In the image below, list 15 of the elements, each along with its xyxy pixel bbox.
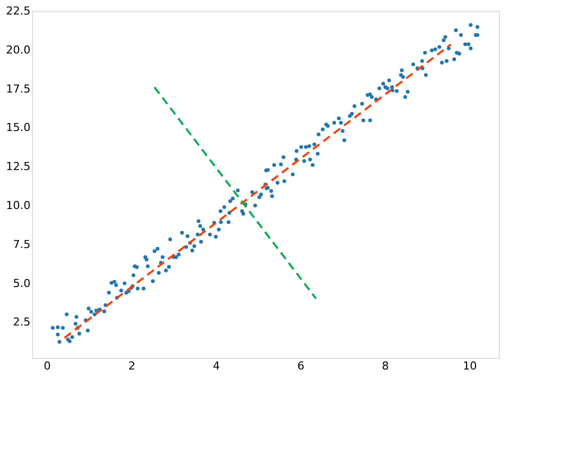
y-tick-label: 12.5 bbox=[6, 160, 30, 174]
x-tick-label: 4 bbox=[212, 360, 220, 372]
x-tick-label: 2 bbox=[128, 360, 136, 372]
y-tick-label: 15.0 bbox=[6, 121, 30, 134]
y-tick-label: 20.0 bbox=[6, 43, 30, 56]
x-tick-label: 6 bbox=[297, 360, 304, 372]
y-tick-label: 17.5 bbox=[6, 82, 30, 96]
y-tick-label: 2.5 bbox=[13, 316, 30, 329]
x-tick-label: 0 bbox=[44, 360, 51, 372]
y-tick-label: 7.5 bbox=[13, 238, 30, 251]
x-tick-label: 8 bbox=[382, 360, 389, 372]
y-tick-label: 5.0 bbox=[13, 276, 30, 290]
y-tick-label: 22.5 bbox=[6, 4, 30, 18]
x-tick-label: 10 bbox=[462, 360, 477, 372]
y-tick-label: 10.0 bbox=[6, 199, 30, 212]
